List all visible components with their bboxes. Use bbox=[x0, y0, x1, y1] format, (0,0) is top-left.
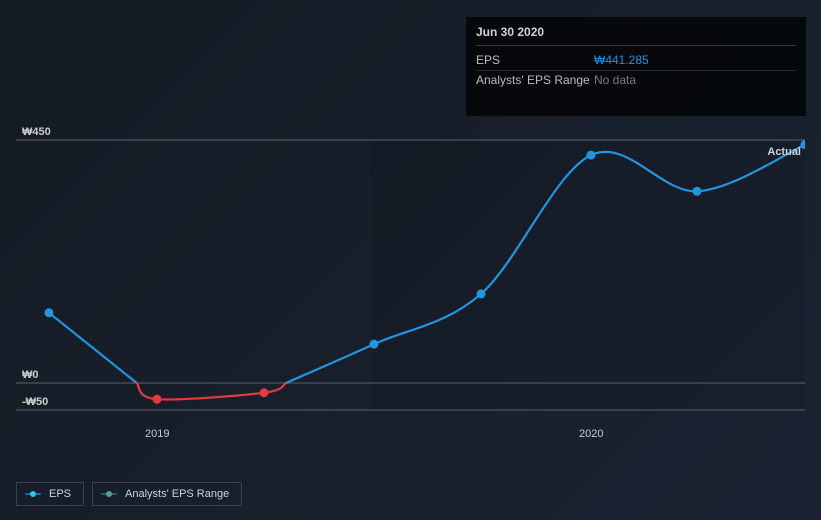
legend-swatch-icon bbox=[25, 490, 41, 498]
chart-svg bbox=[16, 120, 805, 440]
tooltip-row-label: Analysts' EPS Range bbox=[476, 73, 594, 87]
legend-item-label: Analysts' EPS Range bbox=[125, 488, 229, 500]
x-tick-label: 2019 bbox=[145, 428, 169, 440]
tooltip-row: EPS ₩441.285 bbox=[476, 51, 796, 71]
tooltip-date: Jun 30 2020 bbox=[476, 25, 796, 46]
tooltip-row-value: ₩441.285 bbox=[594, 53, 649, 67]
eps-chart[interactable]: ₩450 ₩0 -₩50 Actual 2019 2020 bbox=[16, 120, 805, 440]
tooltip-row: Analysts' EPS Range No data bbox=[476, 71, 796, 90]
actual-label: Actual bbox=[767, 146, 801, 158]
legend-item-analysts-range[interactable]: Analysts' EPS Range bbox=[92, 482, 242, 506]
tooltip-row-value: No data bbox=[594, 73, 636, 87]
legend-item-eps[interactable]: EPS bbox=[16, 482, 84, 506]
tooltip-row-label: EPS bbox=[476, 53, 594, 67]
legend-item-label: EPS bbox=[49, 488, 71, 500]
legend-swatch-icon bbox=[101, 490, 117, 498]
chart-legend: EPS Analysts' EPS Range bbox=[16, 482, 242, 506]
chart-tooltip: Jun 30 2020 EPS ₩441.285 Analysts' EPS R… bbox=[466, 17, 806, 116]
x-tick-label: 2020 bbox=[579, 428, 603, 440]
